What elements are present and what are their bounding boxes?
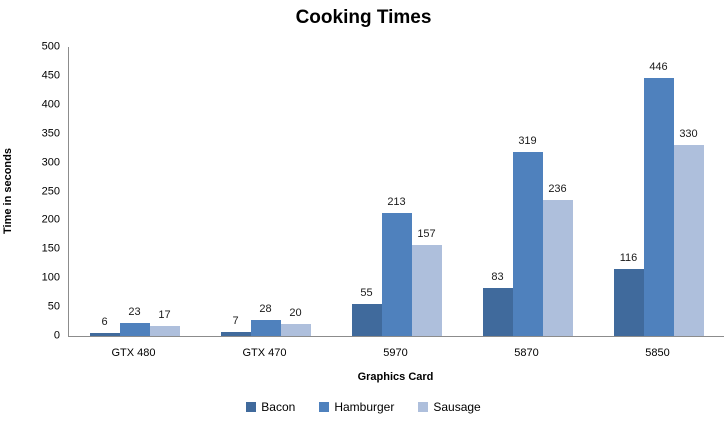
bar-sausage — [411, 245, 442, 336]
bar-slot: 20 — [280, 47, 311, 336]
legend-label: Bacon — [261, 400, 296, 414]
x-category-label: GTX 480 — [111, 347, 156, 359]
bar-value-label: 157 — [417, 228, 436, 241]
legend-label: Hamburger — [334, 400, 395, 414]
x-axis-category-labels: GTX 480 GTX 470 5970 5870 5850 — [68, 347, 723, 359]
y-tick-label: 350 — [41, 127, 60, 140]
bar-slot: 213 — [381, 47, 412, 336]
bar-value-label: 28 — [259, 302, 272, 315]
bar-value-label: 17 — [158, 309, 171, 322]
bar-groups: 6 23 17 7 28 20 55 213 157 83 319 236 116 446 330 — [69, 47, 724, 336]
y-tick-label: 250 — [41, 185, 60, 197]
legend-item-bacon: Bacon — [246, 401, 295, 413]
y-tick-label: 50 — [47, 300, 60, 313]
bar-value-label: 116 — [619, 251, 638, 264]
bar-group: 7 28 20 — [200, 47, 331, 336]
bar-slot: 17 — [149, 47, 180, 336]
bar-value-label: 236 — [548, 182, 567, 195]
y-tick-label: 0 — [53, 329, 60, 342]
bar-slot: 446 — [643, 47, 674, 336]
legend-swatch-icon — [319, 402, 330, 412]
legend-label: Sausage — [433, 400, 481, 414]
bar-hamburger — [643, 78, 674, 336]
y-tick-label: 500 — [41, 40, 60, 53]
bar-sausage — [542, 199, 573, 336]
bar-slot: 157 — [411, 47, 442, 336]
y-tick-label: 200 — [41, 213, 60, 226]
bar-slot: 116 — [613, 47, 644, 336]
bar-group: 55 213 157 — [331, 47, 462, 336]
bar-group: 83 319 236 — [462, 47, 593, 336]
x-category-label: 5970 — [383, 347, 408, 359]
bar-slot: 236 — [542, 47, 573, 336]
bar-slot: 7 — [220, 47, 251, 336]
bar-sausage — [149, 326, 180, 336]
bar-bacon — [89, 332, 120, 336]
bar-slot: 55 — [351, 47, 382, 336]
bar-sausage — [280, 324, 311, 336]
legend-item-hamburger: Hamburger — [319, 401, 394, 413]
x-category-label: 5870 — [514, 347, 539, 359]
bar-bacon — [482, 288, 513, 336]
legend-item-sausage: Sausage — [418, 400, 481, 414]
y-tick-label: 300 — [41, 156, 60, 169]
bar-bacon — [613, 268, 644, 336]
legend-swatch-icon — [246, 402, 257, 412]
bar-value-label: 23 — [128, 305, 141, 318]
y-tick-label: 100 — [41, 271, 60, 284]
legend-swatch-icon — [418, 402, 429, 412]
chart-title: Cooking Times — [295, 7, 432, 28]
bar-hamburger — [512, 151, 543, 336]
bar-hamburger — [250, 319, 281, 336]
bar-slot: 319 — [512, 47, 543, 336]
bar-hamburger — [381, 212, 412, 336]
bar-value-label: 446 — [649, 61, 668, 74]
bar-slot: 6 — [89, 47, 120, 336]
bar-value-label: 55 — [360, 287, 373, 300]
y-tick-label: 150 — [41, 242, 60, 255]
bar-bacon — [351, 304, 382, 336]
y-axis-title: Time in seconds — [2, 148, 14, 234]
bar-group: 116 446 330 — [593, 47, 724, 336]
y-tick-label: 400 — [41, 98, 60, 111]
bar-bacon — [220, 331, 251, 336]
bar-value-label: 20 — [289, 307, 302, 320]
plot-area: 0 50 100 150 200 250 300 350 400 450 500 6 23 17 7 28 2… — [42, 41, 724, 341]
bar-value-label: 6 — [101, 315, 108, 328]
bar-value-label: 83 — [491, 271, 504, 284]
legend: Bacon Hamburger Sausage — [0, 401, 727, 413]
bar-sausage — [673, 145, 704, 336]
y-axis-ticks: 0 50 100 150 200 250 300 350 400 450 500 — [42, 41, 724, 341]
bar-slot: 330 — [673, 47, 704, 336]
bar-slot: 23 — [119, 47, 150, 336]
bar-hamburger — [119, 322, 150, 336]
y-tick-label: 450 — [41, 69, 60, 82]
x-category-label: 5850 — [645, 347, 670, 359]
bar-group: 6 23 17 — [69, 47, 200, 336]
bar-slot: 83 — [482, 47, 513, 336]
bar-value-label: 330 — [679, 128, 698, 141]
x-axis-title: Graphics Card — [357, 371, 434, 383]
bar-value-label: 213 — [387, 195, 406, 208]
bar-slot: 28 — [250, 47, 281, 336]
x-category-label: GTX 470 — [242, 347, 287, 359]
bar-value-label: 7 — [232, 314, 239, 327]
bar-value-label: 319 — [518, 134, 537, 147]
